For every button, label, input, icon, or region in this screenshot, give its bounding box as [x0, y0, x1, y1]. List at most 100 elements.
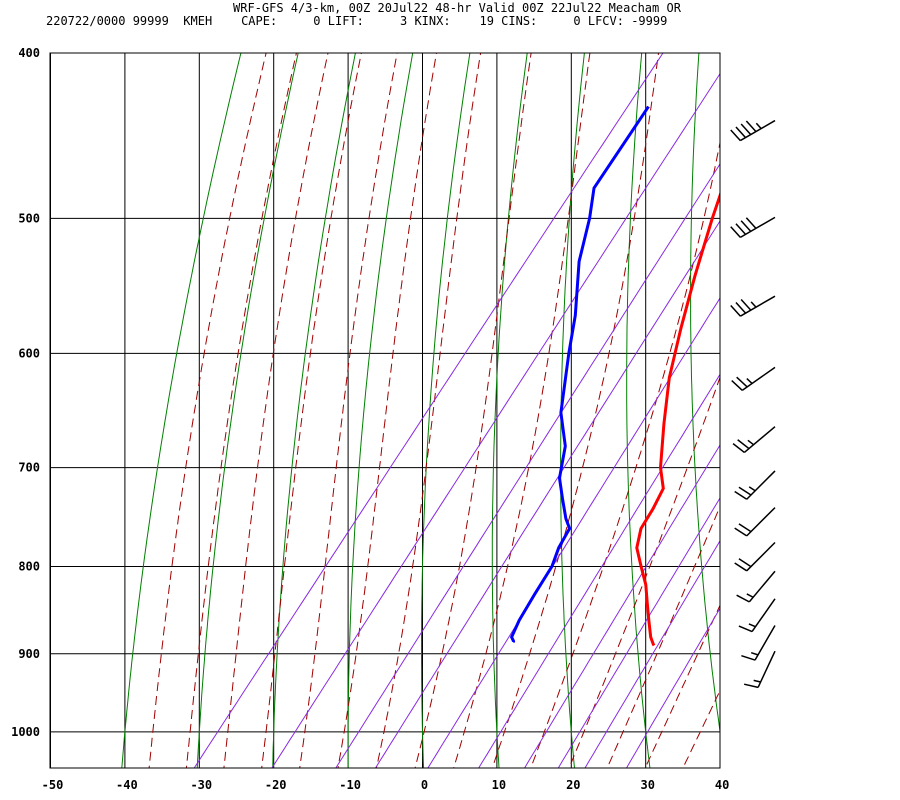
- wind-barb: [732, 426, 776, 454]
- barb-staff: [748, 570, 776, 603]
- mixing-ratio-line: [335, 163, 720, 768]
- moist-adiabat: [337, 53, 438, 768]
- mixing-ratio-line: [584, 539, 720, 768]
- moist-adiabat: [223, 53, 329, 768]
- barb-half-flag: [746, 593, 754, 598]
- barb-staff: [739, 216, 776, 239]
- y-tick-label: 600: [18, 346, 40, 360]
- barb-staff: [746, 542, 776, 572]
- barb-staff: [746, 507, 776, 537]
- barb-flag: [735, 302, 747, 314]
- barb-flag: [741, 654, 756, 661]
- barb-flag: [736, 376, 748, 388]
- mixing-ratio-line: [557, 497, 720, 768]
- barb-flag: [731, 380, 743, 391]
- barb-staff: [757, 650, 776, 688]
- barb-flag: [735, 126, 747, 139]
- moist-adiabat: [375, 53, 482, 768]
- plot-frame: [49, 52, 721, 769]
- temperature-profile: [635, 190, 720, 647]
- wind-barb: [741, 625, 776, 661]
- moist-adiabat: [568, 375, 720, 768]
- moist-adiabat: [491, 53, 660, 768]
- dry-adiabat: [272, 53, 356, 768]
- y-tick-label: 1000: [11, 725, 40, 739]
- wind-barb: [734, 470, 776, 500]
- barb-flag: [738, 486, 752, 496]
- moist-adiabat: [414, 53, 532, 768]
- dry-adiabat: [347, 53, 414, 768]
- barb-flag: [737, 439, 750, 450]
- wind-barb: [730, 119, 776, 142]
- moist-adiabat: [682, 689, 720, 768]
- wind-barb: [738, 598, 776, 633]
- barb-half-flag: [746, 378, 753, 385]
- barb-flag: [732, 443, 745, 454]
- y-tick-label: 500: [18, 211, 40, 225]
- barb-flag: [740, 220, 752, 232]
- barb-staff: [743, 426, 776, 453]
- barb-flag: [730, 305, 741, 317]
- mixing-ratio-line: [427, 297, 720, 768]
- moist-adiabat: [185, 53, 297, 768]
- mixing-ratio-line: [524, 444, 720, 768]
- dry-adiabat: [560, 53, 585, 768]
- wind-barb: [734, 542, 776, 572]
- moist-adiabat: [148, 53, 267, 768]
- barb-half-flag: [750, 651, 759, 656]
- barb-half-flag: [747, 439, 755, 446]
- dry-adiabat: [871, 0, 900, 800]
- barb-half-flag: [753, 679, 761, 683]
- barb-flag: [745, 120, 757, 133]
- dry-adiabat: [812, 0, 883, 800]
- barb-flag: [743, 683, 759, 689]
- x-tick-label: -20: [265, 778, 287, 792]
- station-info-line: 220722/0000 99999 KMEH CAPE: 0 LIFT: 3 K…: [46, 14, 668, 28]
- dry-adiabat: [121, 53, 242, 768]
- barb-flag: [734, 527, 748, 537]
- barb-flag: [734, 562, 748, 572]
- x-tick-label: 40: [715, 778, 729, 792]
- x-tick-label: 20: [566, 778, 580, 792]
- barb-flag: [734, 490, 748, 500]
- mixing-ratio-line: [625, 607, 720, 768]
- wind-barbs: [730, 119, 776, 689]
- x-tick-label: -10: [339, 778, 361, 792]
- barb-flag: [738, 625, 753, 633]
- mixing-ratio-line: [478, 373, 720, 768]
- barb-flag: [730, 129, 741, 142]
- mixing-ratio-line: [193, 53, 664, 768]
- wind-barb: [743, 650, 776, 689]
- x-tick-label: 0: [421, 778, 428, 792]
- moist-adiabat: [644, 604, 720, 768]
- dry-adiabat: [196, 53, 299, 768]
- mixing-ratio-line: [374, 220, 720, 768]
- y-tick-label: 700: [18, 461, 40, 475]
- x-tick-label: 30: [640, 778, 654, 792]
- x-tick-label: -50: [42, 778, 64, 792]
- dry-adiabat: [491, 53, 528, 768]
- barb-half-flag: [748, 623, 756, 628]
- barb-flag: [740, 299, 752, 311]
- moist-adiabat: [530, 140, 720, 768]
- x-tick-label: -30: [190, 778, 212, 792]
- chart-title: WRF-GFS 4/3-km, 00Z 20Jul22 48-hr Valid …: [233, 1, 681, 15]
- moist-adiabat: [453, 53, 591, 768]
- barb-flag: [738, 523, 752, 533]
- dewpoint-profile: [510, 105, 650, 644]
- y-tick-label: 900: [18, 647, 40, 661]
- barb-half-flag: [748, 486, 756, 492]
- y-tick-label: 800: [18, 560, 40, 574]
- x-tick-label: 10: [492, 778, 506, 792]
- wind-barb: [731, 366, 776, 391]
- wind-barb: [736, 570, 776, 603]
- barb-staff: [754, 625, 776, 661]
- barb-flag: [740, 123, 752, 136]
- dry-adiabat: [626, 53, 651, 768]
- x-tick-label: -40: [116, 778, 138, 792]
- barb-flag: [736, 594, 750, 603]
- mixing-ratio-line: [271, 72, 720, 768]
- barb-flag: [745, 217, 757, 229]
- wind-barb: [730, 216, 776, 239]
